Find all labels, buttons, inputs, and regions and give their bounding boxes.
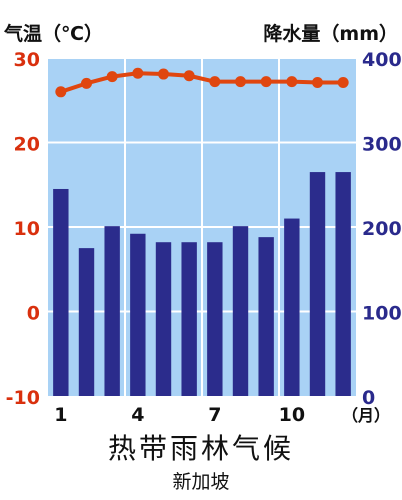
- temperature-point: [183, 70, 195, 82]
- temperature-axis-ticks: 30 20 10 0 -10: [6, 49, 40, 409]
- chart-title: 热带雨林气候: [108, 432, 294, 465]
- chart-subtitle: 新加坡: [172, 471, 229, 493]
- temperature-point: [209, 76, 221, 88]
- precipitation-bars: [53, 172, 351, 396]
- precipitation-tick-label: 0: [362, 387, 375, 409]
- grid-lines: [48, 57, 356, 396]
- precipitation-tick-label: 100: [362, 303, 402, 325]
- temperature-point: [260, 76, 272, 88]
- precipitation-bar: [155, 242, 172, 396]
- precipitation-tick-label: 400: [362, 49, 402, 71]
- temperature-line: [55, 67, 349, 98]
- precipitation-bar: [104, 226, 120, 396]
- temperature-point: [158, 68, 169, 80]
- temperature-tick-label: 0: [27, 303, 40, 325]
- temperature-point: [235, 76, 246, 88]
- precipitation-bar: [207, 242, 223, 396]
- temperature-point: [106, 71, 118, 83]
- precipitation-tick-label: 300: [362, 134, 402, 156]
- temperature-tick-label: -10: [6, 387, 40, 409]
- temperature-point: [132, 67, 144, 79]
- precipitation-bar: [335, 172, 351, 396]
- month-tick-label: 10: [279, 404, 305, 426]
- precipitation-tick-label: 200: [362, 218, 402, 240]
- precipitation-axis-label: 降水量（mm）: [263, 22, 398, 45]
- temperature-point: [337, 77, 349, 89]
- month-tick-label: 1: [54, 404, 67, 426]
- month-tick-label: 4: [131, 404, 144, 426]
- month-axis-ticks: 1 4 7 10: [54, 404, 305, 426]
- precipitation-bar: [232, 226, 249, 396]
- temperature-point: [312, 77, 323, 89]
- precipitation-bar: [78, 248, 95, 396]
- temperature-point: [81, 77, 92, 89]
- precipitation-axis-ticks: 400 300 200 100 0: [362, 49, 402, 409]
- temperature-point: [286, 76, 298, 88]
- precipitation-bar: [181, 242, 197, 396]
- month-tick-label: 7: [208, 404, 221, 426]
- temperature-point: [55, 86, 67, 98]
- temperature-tick-label: 10: [14, 218, 40, 240]
- precipitation-bar: [258, 237, 274, 396]
- temperature-tick-label: 20: [14, 134, 40, 156]
- precipitation-bar: [309, 172, 326, 396]
- temperature-tick-label: 30: [14, 49, 40, 71]
- precipitation-bar: [284, 218, 300, 396]
- temperature-axis-label: 气温（℃）: [3, 22, 103, 45]
- month-unit-label: （月）: [342, 406, 390, 425]
- precipitation-bar: [130, 233, 146, 396]
- precipitation-bar: [53, 188, 69, 396]
